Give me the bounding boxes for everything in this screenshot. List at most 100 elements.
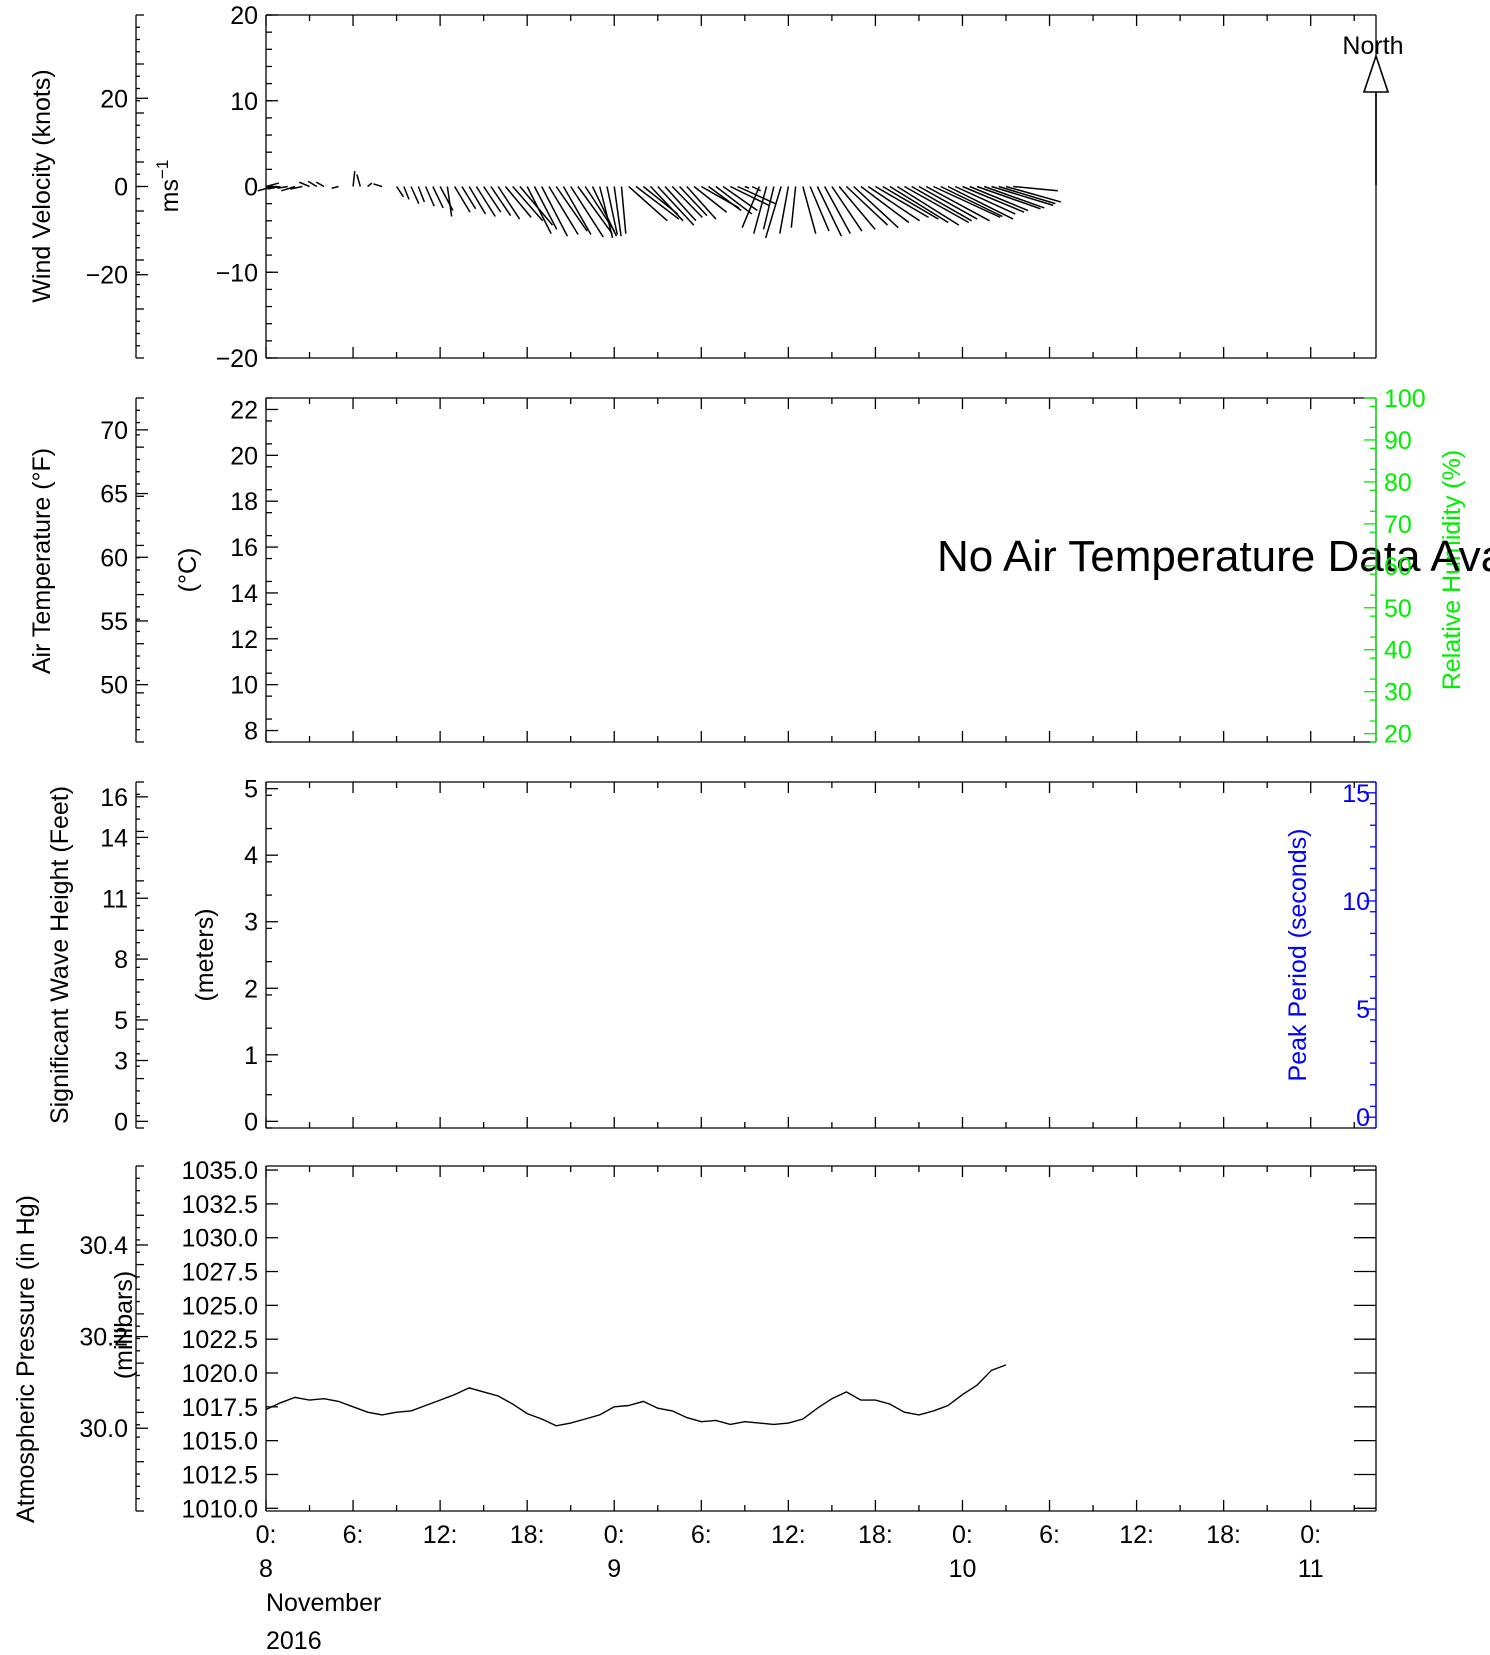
wave-m-label: (meters) <box>191 908 219 1001</box>
wave-m-ytick-label: 1 <box>244 1042 258 1070</box>
wind-vector-stick <box>969 185 1029 212</box>
wave-ft-tick-label: 14 <box>100 824 128 852</box>
air-temp-f-tick-label: 65 <box>100 481 128 509</box>
wind-ms-sup: −1 <box>153 160 172 179</box>
x-tick-label: 6: <box>343 1521 364 1549</box>
wind-vector-stick <box>715 185 753 215</box>
wind-vector-stick <box>577 186 613 235</box>
wave-ft-tick-label: 3 <box>114 1048 128 1076</box>
wave-m-ytick-label: 5 <box>244 776 258 804</box>
wind-vector-stick <box>475 186 496 217</box>
period-ytick-label: 15 <box>1342 780 1370 808</box>
pressure-mb-label: (millibars) <box>110 1271 138 1379</box>
pressure-mb-ytick-label: 1022.5 <box>182 1326 258 1354</box>
wind-vector-stick <box>267 185 281 190</box>
wind-vector-stick <box>403 186 410 200</box>
wind-vector-stick <box>526 186 552 235</box>
wind-vector-stick <box>290 185 303 190</box>
wind-vector-stick <box>962 185 1025 213</box>
wind-ms-unit: ms <box>156 179 184 212</box>
wind-vector-stick <box>845 185 889 226</box>
north-label: North <box>1342 32 1403 60</box>
air-temp-f-tick-label: 55 <box>100 608 128 636</box>
wind-vector-stick <box>918 185 978 220</box>
wind-vector-stick <box>298 181 310 188</box>
wind-vector-stick <box>331 185 339 189</box>
wind-vector-stick <box>315 181 325 188</box>
north-arrow-head <box>1362 53 1390 93</box>
air-temp-f-tick-label: 60 <box>100 544 128 572</box>
period-ytick-label: 0 <box>1356 1104 1370 1132</box>
wind-vector-stick <box>816 186 843 237</box>
wind-vector-stick <box>954 185 1016 215</box>
pressure-inhg-tick-label: 30.0 <box>79 1415 128 1443</box>
wind-vector-stick <box>613 186 622 237</box>
wind-vector-stick <box>356 174 362 187</box>
x-tick-label: 6: <box>691 1521 712 1549</box>
wind-vector-stick <box>1005 185 1062 203</box>
x-tick-label: 0: <box>604 1521 625 1549</box>
wind-vector-stick <box>598 186 614 239</box>
x-day-label: 9 <box>607 1555 621 1583</box>
x-tick-label: 0: <box>952 1521 973 1549</box>
wind-knots-tick-label: 20 <box>100 85 128 113</box>
air-temp-c-ytick-label: 14 <box>230 580 258 608</box>
wind-vector-stick <box>490 186 512 217</box>
wind-ms-label: ms−1 <box>153 160 184 213</box>
pressure-inhg-tick-label: 30.2 <box>79 1324 128 1352</box>
humidity-ytick-label: 100 <box>1384 385 1426 413</box>
pressure-inhg-label: Atmospheric Pressure (in Hg) <box>12 1195 40 1523</box>
no-data-message: No Air Temperature Data Available <box>937 532 1490 581</box>
wind-vector-stick <box>693 185 728 213</box>
wind-vector-stick <box>483 186 502 213</box>
air-temp-c-ytick-label: 12 <box>230 626 258 654</box>
pressure-mb-ytick-label: 1027.5 <box>182 1259 258 1287</box>
x-day-label: 11 <box>1298 1555 1324 1583</box>
air-temp-c-ytick-label: 20 <box>230 442 258 470</box>
pressure-inhg-tick-label: 30.4 <box>79 1232 128 1260</box>
year-label: 2016 <box>266 1627 322 1655</box>
wind-vector-stick <box>533 186 558 230</box>
wind-vector-stick <box>265 182 280 188</box>
air-temp-c-ytick-label: 22 <box>230 396 258 424</box>
air-temp-c-ytick-label: 8 <box>244 718 258 746</box>
humidity-ytick-label: 50 <box>1384 595 1412 623</box>
air-temp-f-tick-label: 50 <box>100 672 128 700</box>
wind-vector-stick <box>875 185 929 219</box>
wind-vector-stick <box>555 186 588 232</box>
wind-vector-stick <box>896 185 960 226</box>
wind-vector-stick <box>983 185 1045 209</box>
wind-vector-stick <box>947 185 1014 220</box>
air-temp-c-ytick-label: 18 <box>230 488 258 516</box>
humidity-ytick-label: 30 <box>1384 679 1412 707</box>
wind-vector-stick <box>620 186 627 234</box>
wind-vector-stick <box>976 185 1041 210</box>
pressure-mb-ytick-label: 1012.5 <box>182 1461 258 1489</box>
wind-vector-stick <box>686 185 717 220</box>
humidity-ytick-label: 90 <box>1384 427 1412 455</box>
pressure-mb-ytick-label: 1035.0 <box>182 1157 258 1185</box>
wind-ms-ytick-label: −20 <box>216 345 258 373</box>
wind-vector-stick <box>779 186 790 234</box>
humidity-ytick-label: 60 <box>1384 553 1412 581</box>
wind-vector-stick <box>453 186 471 213</box>
pressure-mb-ytick-label: 1025.0 <box>182 1292 258 1320</box>
humidity-label: Relative Humidity (%) <box>1438 450 1466 690</box>
wind-vector-stick <box>744 185 750 189</box>
wind-vector-stick <box>764 186 782 239</box>
pressure-mb-ytick-label: 1010.0 <box>182 1495 258 1523</box>
wind-vector-stick <box>281 185 296 192</box>
wind-vector-stick <box>541 186 569 237</box>
wind-vector-stick <box>570 186 604 238</box>
wind-vector-stick <box>882 185 939 220</box>
wave-ft-tick-label: 11 <box>102 885 128 913</box>
wind-vector-stick <box>562 186 592 235</box>
x-tick-label: 6: <box>1039 1521 1060 1549</box>
wind-ms-ytick-label: 20 <box>230 2 258 30</box>
wind-vector-stick <box>635 185 680 220</box>
month-label: November <box>266 1589 381 1617</box>
wind-vector-stick <box>753 186 768 234</box>
air-temp-c-ytick-label: 10 <box>230 672 258 700</box>
x-tick-label: 18: <box>1206 1521 1241 1549</box>
